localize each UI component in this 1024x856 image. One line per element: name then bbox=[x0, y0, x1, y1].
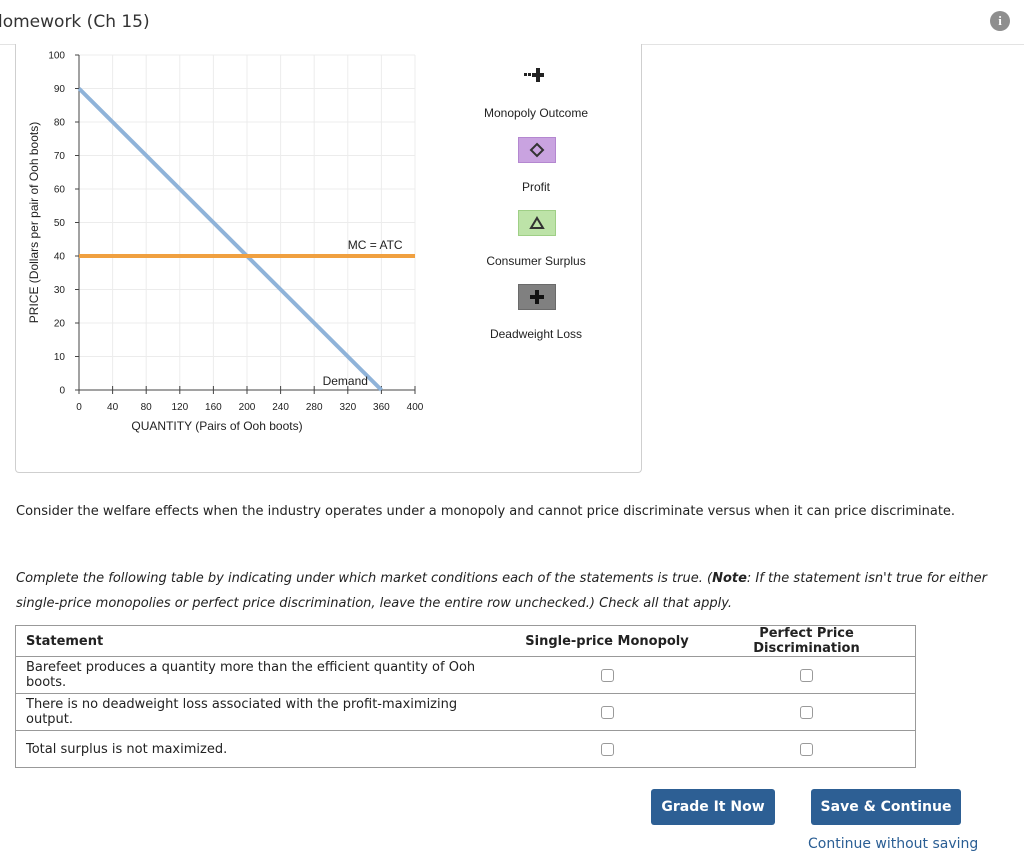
demand-label: Demand bbox=[323, 374, 368, 388]
legend-label-monopoly-outcome: Monopoly Outcome bbox=[483, 106, 589, 120]
assignment-title: lomework (Ch 15) bbox=[0, 12, 150, 32]
cell-single-price bbox=[516, 656, 698, 694]
statement-text: Barefeet produces a quantity more than t… bbox=[15, 656, 516, 694]
cross-icon bbox=[524, 68, 544, 82]
y-tick-label: 10 bbox=[54, 352, 66, 363]
x-tick-label: 0 bbox=[76, 402, 82, 413]
top-bar: lomework (Ch 15) i bbox=[0, 0, 1024, 45]
x-tick-label: 280 bbox=[306, 402, 323, 413]
table-header-row: Statement Single-price Monopoly Perfect … bbox=[15, 625, 916, 657]
y-tick-label: 30 bbox=[54, 285, 66, 296]
y-tick-label: 50 bbox=[54, 218, 66, 229]
info-icon[interactable]: i bbox=[990, 11, 1010, 31]
instructions-part2: : If the statement isn't true for either… bbox=[16, 571, 988, 611]
monopoly-outcome-tool[interactable] bbox=[518, 64, 554, 88]
table-row: There is no deadweight loss associated w… bbox=[15, 693, 916, 731]
x-axis-label: QUANTITY (Pairs of Ooh boots) bbox=[131, 419, 302, 433]
instructions-part1: Complete the following table by indicati… bbox=[16, 571, 713, 586]
y-tick-label: 100 bbox=[48, 51, 65, 62]
continue-without-saving-link[interactable]: Continue without saving bbox=[808, 836, 979, 852]
table-row: Barefeet produces a quantity more than t… bbox=[15, 656, 916, 694]
y-tick-label: 20 bbox=[54, 319, 66, 330]
table-row: Total surplus is not maximized. bbox=[15, 730, 916, 768]
mc-atc-label: MC = ATC bbox=[348, 238, 403, 252]
x-tick-label: 240 bbox=[272, 402, 289, 413]
cell-single-price bbox=[516, 730, 698, 768]
header-single-price: Single-price Monopoly bbox=[516, 625, 698, 657]
graph-panel: 0 10 20 30 40 50 60 70 80 90 100 0 40 80 120 160 200 240 2… bbox=[15, 44, 642, 473]
x-tick-label: 80 bbox=[141, 402, 153, 413]
y-tick-label: 90 bbox=[54, 84, 66, 95]
y-tick-label: 60 bbox=[54, 185, 66, 196]
question-prompt: Consider the welfare effects when the in… bbox=[16, 504, 956, 519]
checkbox-row3-perfect-discrimination[interactable] bbox=[800, 742, 813, 756]
legend-label-deadweight-loss: Deadweight Loss bbox=[489, 327, 583, 341]
instructions: Complete the following table by indicati… bbox=[16, 566, 991, 616]
y-tick-label: 0 bbox=[59, 386, 65, 397]
plus-icon bbox=[530, 290, 544, 304]
triangle-icon bbox=[529, 216, 545, 229]
deadweight-loss-tool[interactable] bbox=[518, 284, 556, 310]
statement-text: There is no deadweight loss associated w… bbox=[15, 693, 516, 731]
checkbox-row1-perfect-discrimination[interactable] bbox=[800, 668, 813, 682]
checkbox-row1-single-price[interactable] bbox=[600, 668, 614, 682]
cell-single-price bbox=[516, 693, 698, 731]
cell-perfect-discrimination bbox=[698, 730, 916, 768]
x-tick-label: 200 bbox=[239, 402, 256, 413]
checkbox-row3-single-price[interactable] bbox=[600, 742, 614, 756]
consumer-surplus-tool[interactable] bbox=[518, 210, 556, 236]
supply-demand-chart[interactable]: 0 10 20 30 40 50 60 70 80 90 100 0 40 80 120 160 200 240 2… bbox=[16, 44, 641, 472]
x-tick-label: 160 bbox=[205, 402, 222, 413]
y-tick-label: 40 bbox=[54, 252, 66, 263]
x-tick-label: 360 bbox=[373, 402, 390, 413]
header-perfect-discrimination: Perfect Price Discrimination bbox=[698, 625, 916, 657]
y-tick-label: 70 bbox=[54, 151, 66, 162]
y-axis-label: PRICE (Dollars per pair of Ooh boots) bbox=[27, 122, 41, 323]
cell-perfect-discrimination bbox=[698, 656, 916, 694]
x-tick-label: 40 bbox=[107, 402, 119, 413]
x-tick-label: 120 bbox=[171, 402, 188, 413]
profit-tool[interactable] bbox=[518, 137, 556, 163]
diamond-icon bbox=[529, 142, 545, 158]
legend-label-profit: Profit bbox=[521, 180, 550, 194]
x-tick-label: 400 bbox=[407, 402, 424, 413]
statement-text: Total surplus is not maximized. bbox=[15, 730, 516, 768]
y-tick-label: 80 bbox=[54, 118, 66, 129]
checkbox-row2-single-price[interactable] bbox=[600, 705, 614, 719]
checkbox-row2-perfect-discrimination[interactable] bbox=[800, 705, 813, 719]
demand-curve bbox=[77, 87, 383, 392]
legend-label-consumer-surplus: Consumer Surplus bbox=[486, 254, 586, 268]
x-tick-label: 320 bbox=[339, 402, 356, 413]
cell-perfect-discrimination bbox=[698, 693, 916, 731]
grade-it-now-button[interactable]: Grade It Now bbox=[651, 789, 775, 825]
save-continue-button[interactable]: Save & Continue bbox=[811, 789, 961, 825]
header-statement: Statement bbox=[15, 625, 516, 657]
statement-table: Statement Single-price Monopoly Perfect … bbox=[15, 625, 916, 768]
note-label: Note bbox=[712, 571, 747, 586]
